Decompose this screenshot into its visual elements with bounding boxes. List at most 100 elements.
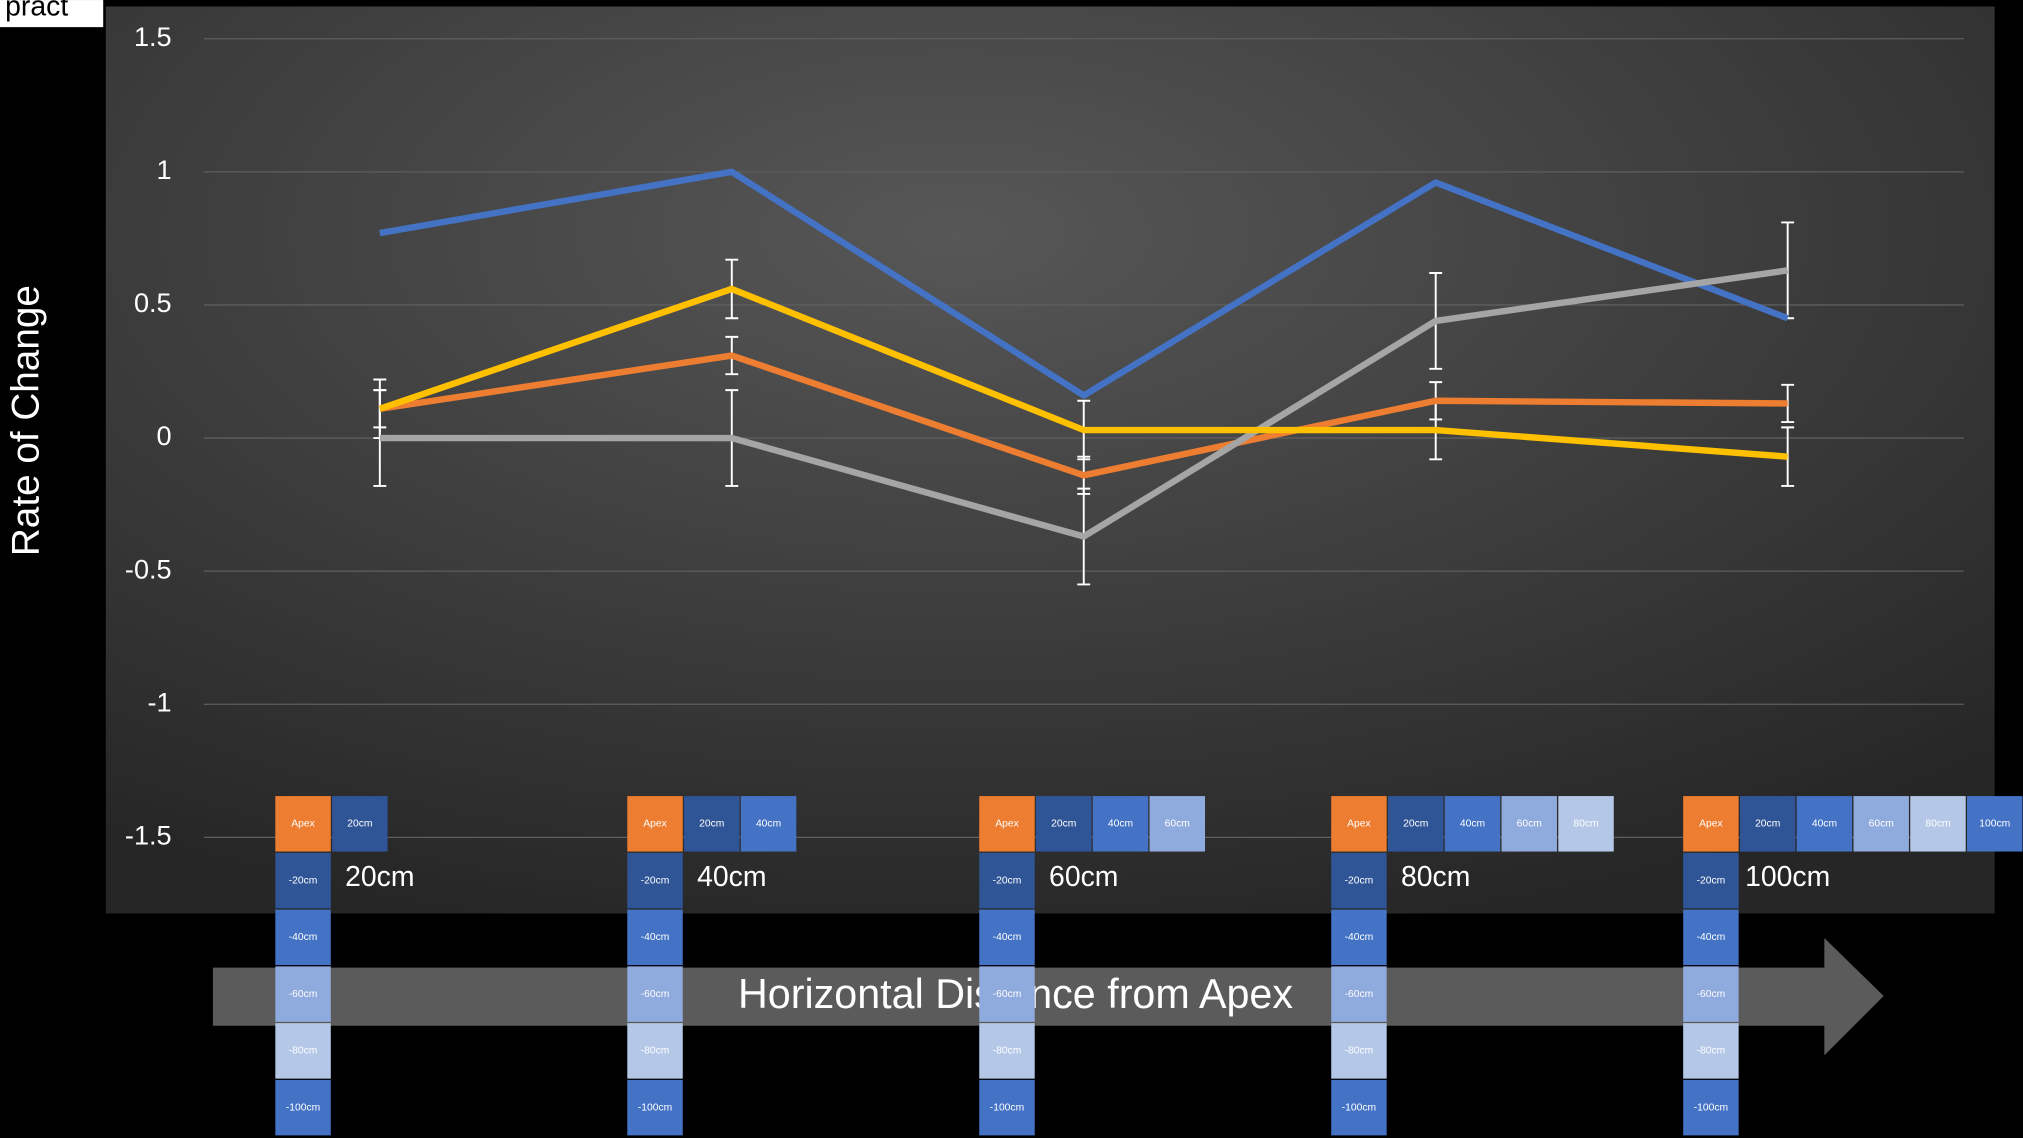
diagram-cell [627, 966, 683, 1022]
plot-area [105, 6, 1995, 914]
y-tick-label: 0.5 [134, 287, 172, 318]
diagram-cell [979, 909, 1035, 966]
diagram-cell [979, 966, 1035, 1022]
diagram-cell [1149, 796, 1206, 852]
y-axis-label: Rate of Change [5, 285, 48, 556]
diagram-cell [627, 1023, 683, 1079]
grid-diagram: Apex 20cm -20cm -40cm -60cm -80cm -100cm [275, 796, 388, 1136]
diagram-cell-label: -60cm [641, 989, 670, 1000]
diagram-cell [684, 796, 740, 852]
grid-diagram: Apex 20cm 40cm -20cm -40cm -60cm -80cm -100cm [627, 796, 797, 1136]
diagram-cell [1739, 796, 1796, 852]
diagram-cell [1967, 796, 2023, 852]
y-tick-label: 1 [157, 154, 172, 185]
diagram-cell-label: -40cm [1697, 932, 1726, 943]
diagram-cell [1331, 966, 1387, 1022]
diagram-cell-label: 100cm [1979, 819, 2010, 830]
diagram-cell-label: Apex [643, 819, 667, 830]
diagram-cell-label: 60cm [1869, 819, 1894, 830]
diagram-cell [979, 1023, 1035, 1079]
diagram-cell-label: -40cm [993, 932, 1022, 943]
diagram-cell [1796, 796, 1853, 852]
diagram-cell-label: 20cm [1755, 819, 1780, 830]
diagram-cell-label: -40cm [641, 932, 670, 943]
diagram-cell [1387, 796, 1444, 852]
diagram-cell-label: -20cm [1697, 875, 1726, 886]
diagram-cell-label: -20cm [993, 875, 1022, 886]
diagram-cell-label: -100cm [1342, 1102, 1376, 1113]
diagram-cell-label: -40cm [1345, 932, 1374, 943]
diagram-cell-label: -60cm [1345, 989, 1374, 1000]
diagram-cell [740, 796, 797, 852]
x-labels: 20cm 40cm 60cm 80cm 100cm [345, 861, 1830, 893]
x-tick-label: 100cm [1745, 861, 1830, 893]
x-tick-label: 20cm [345, 861, 414, 893]
diagram-cell-label: -20cm [641, 875, 670, 886]
diagram-cell [1444, 796, 1501, 852]
arrow [212, 937, 1884, 1056]
diagram-cell [1501, 796, 1557, 852]
diagram-cell [275, 852, 331, 909]
diagram-cell-label: -80cm [641, 1046, 670, 1057]
diagram-cell [1683, 1023, 1739, 1079]
diagram-cell-label: -100cm [990, 1102, 1024, 1113]
y-tick-label: -1 [148, 686, 172, 717]
diagram-cell-label: -80cm [1697, 1046, 1726, 1057]
lines [373, 168, 1795, 586]
diagram-cell-label: 40cm [1812, 819, 1837, 830]
diagram-cell [275, 796, 331, 852]
diagram-cell-label: -100cm [1694, 1102, 1728, 1113]
diagram-cell-label: -60cm [1697, 989, 1726, 1000]
diagrams: Apex 20cm -20cm -40cm -60cm -80cm -100cm Apex 20… [275, 796, 2023, 1136]
diagram-cell [1910, 796, 1966, 852]
diagram-cell [1331, 852, 1387, 909]
grid-diagram: Apex 20cm 40cm 60cm -20cm -40cm -60cm -80cm -100… [979, 796, 1206, 1136]
diagram-cell-label: -80cm [993, 1046, 1022, 1057]
corner-box [0, 0, 104, 28]
diagram-cell-label: -80cm [1345, 1046, 1374, 1057]
x-tick-label: 40cm [697, 861, 766, 893]
diagram-cell-label: 20cm [1403, 819, 1428, 830]
corner-text: pract [5, 0, 68, 22]
grid-diagram: Apex 20cm 40cm 60cm 80cm 100cm -20cm -40cm -60cm… [1683, 796, 2023, 1136]
diagram-cell [275, 1079, 331, 1136]
x-tick-label: 80cm [1401, 861, 1470, 893]
y-tick-label: -0.5 [125, 553, 172, 584]
diagram-cell-label: 40cm [1460, 819, 1485, 830]
diagram-cell-label: Apex [995, 819, 1019, 830]
diagram-cell-label: -60cm [289, 989, 318, 1000]
diagram-cell-label: Apex [1699, 819, 1723, 830]
diagram-cell-label: 20cm [699, 819, 724, 830]
diagram-cell [1036, 796, 1092, 852]
series-line [378, 285, 1788, 460]
series-line [379, 267, 1789, 540]
series-line [379, 352, 1788, 479]
diagram-cell-label: 40cm [756, 819, 781, 830]
x-tick-label: 60cm [1049, 861, 1118, 893]
y-tick-label: 0 [157, 420, 172, 451]
y-tick-label: -1.5 [125, 820, 172, 851]
diagram-cell [979, 796, 1035, 852]
diagram-cell [275, 1023, 331, 1079]
diagram-cell-label: -20cm [1345, 875, 1374, 886]
series-line [379, 168, 1789, 399]
diagram-cell [1683, 796, 1739, 852]
diagram-cell-label: 20cm [347, 819, 372, 830]
diagram-cell-label: -100cm [286, 1102, 320, 1113]
diagram-cell [627, 1079, 683, 1136]
diagram-cell-label: -80cm [289, 1046, 318, 1057]
grid-diagram: Apex 20cm 40cm 60cm 80cm -20cm -40cm -60cm -80cm… [1331, 796, 1614, 1136]
diagram-cell-label: 40cm [1108, 819, 1133, 830]
diagram-cell [1558, 796, 1614, 852]
diagram-cell-label: 20cm [1051, 819, 1076, 830]
diagram-cell-label: -60cm [993, 989, 1022, 1000]
diagram-cell-label: -40cm [289, 932, 318, 943]
diagram-cell [979, 1079, 1035, 1136]
error-bar [1781, 426, 1795, 487]
diagram-cell-label: -100cm [638, 1102, 672, 1113]
diagram-cell [1331, 909, 1387, 966]
diagram-cell-label: 60cm [1165, 819, 1190, 830]
diagram-cell [1683, 852, 1739, 909]
